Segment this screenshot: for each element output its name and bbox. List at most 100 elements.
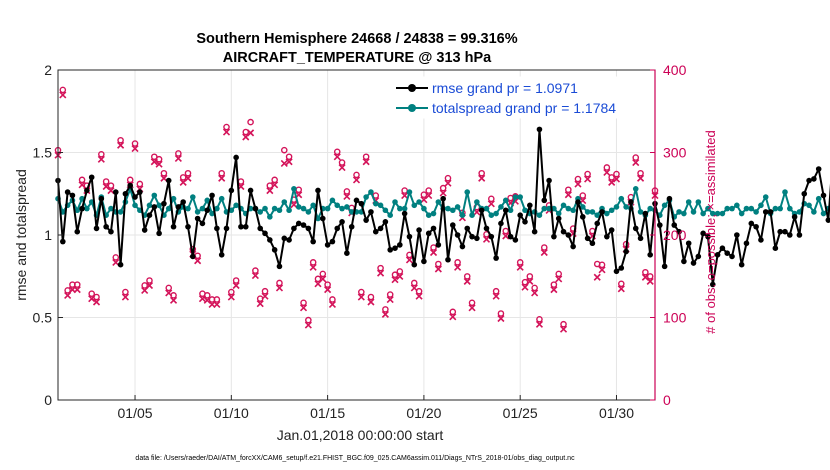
obs-possible-marker bbox=[343, 188, 351, 195]
data-point-rmse bbox=[724, 250, 731, 256]
data-point-rmse bbox=[233, 154, 239, 161]
obs-assimilated-marker bbox=[617, 285, 625, 293]
data-point-rmse bbox=[93, 225, 100, 232]
data-point-rmse bbox=[705, 233, 711, 240]
data-point-totalspread bbox=[300, 205, 307, 212]
data-point-rmse bbox=[271, 247, 278, 253]
data-point-totalspread bbox=[777, 205, 783, 212]
obs-assimilated-marker bbox=[92, 298, 101, 306]
data-point-totalspread bbox=[507, 207, 514, 214]
data-point-totalspread bbox=[815, 195, 822, 202]
data-point-totalspread bbox=[820, 210, 827, 217]
obs-assimilated-marker bbox=[218, 174, 226, 182]
data-point-totalspread bbox=[146, 202, 153, 209]
data-point-totalspread bbox=[214, 205, 220, 212]
data-point-rmse bbox=[238, 223, 244, 230]
data-point-totalspread bbox=[536, 212, 543, 218]
data-point-totalspread bbox=[156, 202, 162, 209]
data-point-totalspread bbox=[329, 197, 336, 204]
data-point-totalspread bbox=[430, 210, 437, 217]
data-point-rmse bbox=[180, 199, 186, 205]
obs-possible-marker bbox=[637, 169, 644, 177]
obs-assimilated-marker bbox=[64, 291, 72, 299]
obs-possible-marker bbox=[454, 259, 461, 266]
obs-possible-marker bbox=[550, 281, 558, 288]
obs-possible-marker bbox=[300, 299, 307, 307]
data-point-totalspread bbox=[570, 207, 576, 214]
data-point-totalspread bbox=[498, 204, 504, 210]
data-point-rmse bbox=[791, 214, 798, 220]
data-point-rmse bbox=[594, 220, 601, 227]
obs-possible-marker bbox=[646, 273, 654, 280]
data-point-rmse bbox=[647, 252, 653, 258]
data-point-totalspread bbox=[690, 209, 697, 215]
data-point-totalspread bbox=[618, 195, 625, 202]
obs-assimilated-marker bbox=[165, 289, 173, 297]
x-tick-label: 01/30 bbox=[599, 405, 634, 421]
data-point-rmse bbox=[734, 232, 740, 238]
obs-assimilated-marker bbox=[155, 160, 163, 168]
data-point-rmse bbox=[787, 232, 793, 238]
data-point-totalspread bbox=[363, 194, 369, 200]
obs-possible-marker bbox=[329, 296, 336, 303]
obs-assimilated-marker bbox=[324, 286, 332, 294]
data-point-rmse bbox=[671, 222, 678, 228]
data-point-rmse bbox=[64, 189, 71, 195]
obs-assimilated-marker bbox=[584, 175, 592, 183]
data-point-rmse bbox=[223, 225, 230, 232]
obs-assimilated-marker bbox=[492, 292, 500, 300]
data-point-totalspread bbox=[315, 215, 321, 222]
data-point-rmse bbox=[122, 190, 129, 197]
obs-possible-marker bbox=[435, 260, 442, 268]
data-point-rmse bbox=[551, 233, 557, 240]
obs-possible-marker bbox=[516, 259, 524, 266]
obs-possible-marker bbox=[488, 195, 495, 203]
obs-possible-marker bbox=[59, 86, 67, 94]
obs-possible-marker bbox=[102, 178, 110, 185]
data-point-rmse bbox=[753, 223, 759, 230]
data-point-rmse bbox=[295, 220, 302, 227]
data-point-rmse bbox=[88, 174, 95, 181]
obs-possible-marker bbox=[386, 291, 394, 298]
data-point-totalspread bbox=[589, 209, 596, 215]
obs-assimilated-marker bbox=[468, 304, 476, 312]
data-point-totalspread bbox=[84, 205, 90, 212]
legend-item-rmse: rmse grand pr = 1.0971 bbox=[396, 80, 578, 96]
obs-possible-marker bbox=[579, 192, 587, 199]
data-point-rmse bbox=[449, 222, 456, 228]
data-point-rmse bbox=[214, 225, 220, 232]
data-point-rmse bbox=[368, 209, 374, 215]
data-point-totalspread bbox=[714, 210, 721, 217]
data-point-totalspread bbox=[782, 189, 788, 195]
data-point-totalspread bbox=[387, 212, 394, 218]
obs-assimilated-marker bbox=[531, 289, 539, 297]
data-point-totalspread bbox=[271, 205, 278, 212]
obs-assimilated-marker bbox=[343, 192, 351, 200]
obs-possible-marker bbox=[184, 169, 192, 177]
data-point-totalspread bbox=[454, 204, 461, 210]
data-point-rmse bbox=[377, 225, 384, 232]
legend-box bbox=[391, 76, 648, 119]
data-point-totalspread bbox=[425, 212, 432, 218]
data-point-rmse bbox=[541, 197, 548, 204]
data-point-rmse bbox=[137, 189, 143, 195]
obs-possible-marker bbox=[314, 275, 322, 283]
right-tick-label: 0 bbox=[663, 392, 671, 408]
obs-assimilated-marker bbox=[636, 174, 645, 182]
data-point-rmse bbox=[132, 194, 138, 200]
data-point-rmse bbox=[483, 225, 490, 232]
data-point-rmse bbox=[334, 225, 341, 232]
data-point-rmse bbox=[498, 220, 504, 227]
obs-assimilated-marker bbox=[198, 295, 207, 303]
obs-assimilated-marker bbox=[401, 192, 409, 200]
data-point-totalspread bbox=[165, 205, 172, 212]
data-point-rmse bbox=[291, 225, 297, 232]
data-point-rmse bbox=[695, 253, 702, 260]
data-point-rmse bbox=[406, 233, 413, 240]
obs-possible-marker bbox=[218, 169, 225, 177]
data-point-rmse bbox=[474, 235, 480, 242]
data-point-rmse bbox=[527, 202, 533, 209]
series-rmse bbox=[55, 126, 830, 288]
data-point-totalspread bbox=[339, 205, 345, 212]
data-point-rmse bbox=[469, 233, 475, 240]
